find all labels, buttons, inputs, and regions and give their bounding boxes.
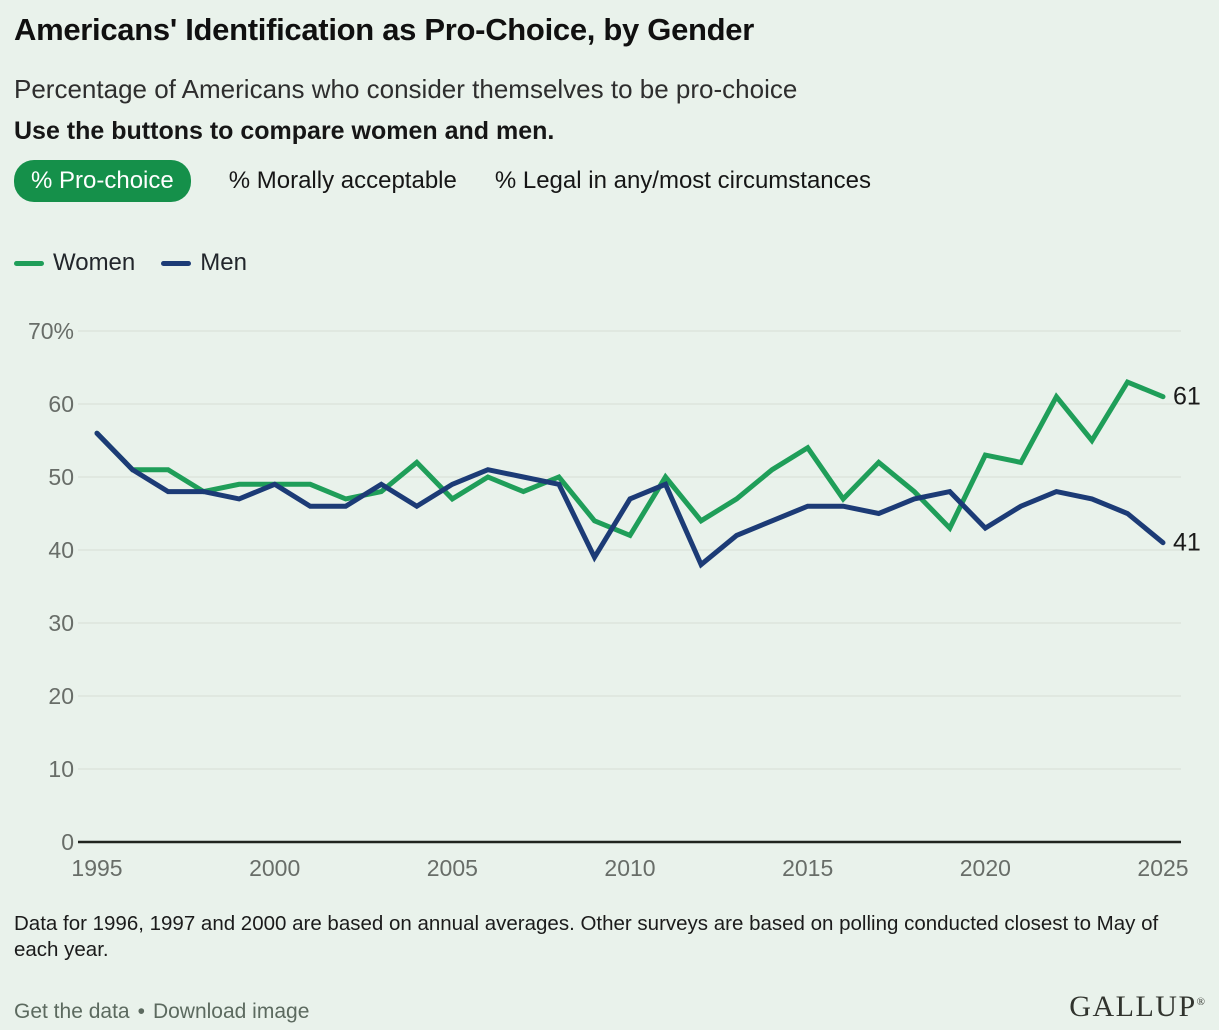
download-image-link[interactable]: Download image xyxy=(152,1000,310,1023)
button-morally-acceptable[interactable]: % Morally acceptable xyxy=(229,160,457,202)
chart-legend: Women Men xyxy=(14,249,247,277)
women-line xyxy=(94,378,1166,539)
metric-button-row: % Pro-choice % Morally acceptable % Lega… xyxy=(14,160,871,202)
x-tick-label: 2010 xyxy=(604,855,655,881)
y-tick-label: 30 xyxy=(48,610,74,636)
get-the-data-link[interactable]: Get the data xyxy=(14,1000,130,1023)
chart-subtitle: Percentage of Americans who consider the… xyxy=(14,74,798,104)
footer-links-separator: • xyxy=(137,1000,145,1023)
y-tick-label: 40 xyxy=(48,537,74,563)
compare-instruction: Use the buttons to compare women and men… xyxy=(14,117,555,145)
chart-footnote: Data for 1996, 1997 and 2000 are based o… xyxy=(14,912,1159,962)
y-tick-label: 0 xyxy=(61,829,74,855)
legend-item-women: Women xyxy=(14,249,135,277)
x-tick-label: 2020 xyxy=(960,855,1011,881)
end-label-women: 61 xyxy=(1173,383,1201,411)
x-tick-label: 2025 xyxy=(1137,855,1188,881)
y-tick-label: 10 xyxy=(48,756,74,782)
men-line xyxy=(94,430,1166,569)
legend-label-men: Men xyxy=(200,249,247,276)
registered-mark: ® xyxy=(1196,996,1205,1008)
button-legal-circumstances[interactable]: % Legal in any/most circumstances xyxy=(495,160,871,202)
footer-links: Get the data • Download image xyxy=(14,1000,309,1024)
men-line-swatch xyxy=(161,260,192,266)
page-title: Americans' Identification as Pro-Choice,… xyxy=(14,12,755,47)
y-tick-label: 20 xyxy=(48,683,74,709)
y-tick-label: 70% xyxy=(28,318,74,344)
footer: Get the data • Download image GALLUP® xyxy=(14,990,1205,1024)
legend-label-women: Women xyxy=(53,249,136,276)
women-line-swatch xyxy=(14,260,44,266)
y-tick-label: 50 xyxy=(48,464,74,490)
gallup-logo: GALLUP® xyxy=(1069,990,1205,1023)
legend-item-men: Men xyxy=(161,249,247,277)
end-label-men: 41 xyxy=(1173,529,1201,557)
y-tick-label: 60 xyxy=(48,391,74,417)
x-tick-label: 2005 xyxy=(427,855,478,881)
x-tick-label: 2015 xyxy=(782,855,833,881)
button-pro-choice[interactable]: % Pro-choice xyxy=(14,160,191,202)
x-tick-label: 2000 xyxy=(249,855,300,881)
x-tick-label: 1995 xyxy=(71,855,122,881)
